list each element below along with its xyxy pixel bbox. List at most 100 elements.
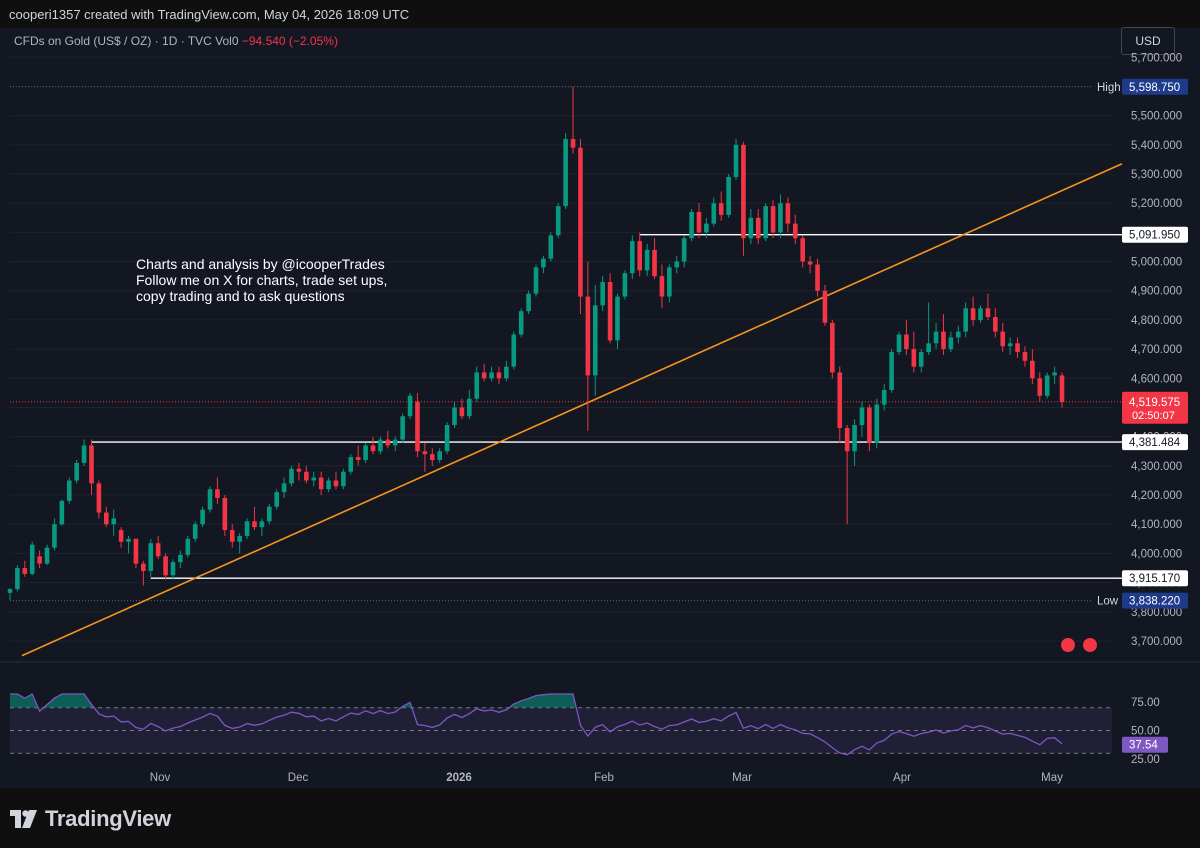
candle [830, 319, 835, 379]
candle [459, 398, 465, 420]
candle [311, 471, 317, 487]
candle-body [963, 308, 968, 332]
candle [407, 392, 413, 420]
candle-body [259, 521, 265, 528]
header-credit: cooperi1357 created with TradingView.com… [9, 7, 410, 22]
candle-body [822, 290, 828, 323]
candle-body [326, 480, 331, 490]
candle-body [926, 343, 931, 353]
candle-body [163, 556, 168, 576]
candle-body [52, 524, 57, 548]
x-tick-label: 2026 [446, 772, 472, 784]
candle [422, 442, 428, 472]
candle-body [837, 372, 843, 428]
candle-body [96, 483, 102, 513]
candle-body [874, 404, 880, 443]
candle-body [622, 273, 628, 297]
candle [689, 209, 694, 242]
candle-body [652, 249, 657, 277]
candle [148, 538, 154, 577]
currency-button[interactable]: USD [1121, 27, 1175, 55]
rsi-last-value: 37.54 [1129, 740, 1158, 752]
candle-body [467, 398, 472, 417]
candle-body [970, 308, 976, 320]
candle-body [985, 308, 991, 318]
rsi-band [10, 707, 1112, 754]
candle [178, 550, 183, 569]
candle-body [133, 538, 139, 564]
candle [281, 477, 287, 498]
candle-body [504, 366, 509, 379]
candle-body [155, 543, 161, 557]
candle [918, 349, 924, 373]
candle [474, 366, 480, 402]
candle-body [392, 439, 398, 446]
candle-body [311, 477, 317, 481]
event-flag-icon[interactable] [1059, 636, 1077, 654]
candle [578, 138, 583, 315]
candle-body [274, 492, 280, 507]
candle-body [578, 147, 583, 297]
candle-body [815, 264, 820, 291]
candle [911, 331, 917, 373]
price-chart[interactable]: 3,700.0003,800.0003,900.0004,000.0004,10… [0, 0, 1200, 788]
candle-body [689, 211, 694, 239]
candle-body [459, 407, 465, 417]
candle [1007, 337, 1013, 355]
candle [429, 448, 435, 466]
candle [252, 506, 257, 531]
candle-body [637, 241, 643, 271]
y-tick-label: 5,500.000 [1131, 111, 1182, 123]
candle [15, 565, 20, 592]
candle [296, 462, 302, 481]
candle [696, 203, 702, 239]
candle [1015, 337, 1020, 358]
candle [392, 436, 398, 452]
y-tick-label: 5,000.000 [1131, 257, 1182, 269]
candle [355, 445, 361, 466]
candle-body [867, 407, 872, 443]
candle-body [104, 512, 109, 525]
tradingview-brand: TradingView [45, 806, 171, 831]
candle-body [415, 401, 420, 452]
candle [852, 419, 857, 466]
event-flag-icon[interactable] [1081, 636, 1099, 654]
candle-body [481, 372, 487, 379]
candle-body [363, 445, 368, 461]
candle [348, 454, 354, 475]
candle-body [355, 457, 361, 461]
candle-body [733, 144, 739, 177]
vol-value: 0 [231, 34, 239, 48]
symbol-legend[interactable]: CFDs on Gold (US$ / OZ) · 1D · TVC Vol0 … [14, 34, 338, 48]
candle [155, 535, 161, 560]
candle [785, 197, 791, 233]
header-bar [0, 0, 1200, 28]
candle-body [422, 451, 428, 455]
candle-body [1022, 352, 1028, 361]
candle [926, 302, 931, 355]
price-axis: 3,700.0003,800.0003,900.0004,000.0004,10… [1131, 52, 1182, 648]
candle [104, 506, 109, 528]
candle-body [1000, 331, 1006, 347]
candle [229, 524, 235, 548]
candle [607, 273, 613, 344]
candle [207, 486, 213, 513]
price-axis-label: Low 3,838.220 [1092, 592, 1188, 609]
candle [592, 284, 598, 396]
candle [778, 194, 783, 239]
candle-body [718, 203, 724, 215]
trendline [21, 163, 1123, 657]
footer-bar [0, 788, 1200, 848]
y-tick-label: 4,600.000 [1131, 373, 1182, 385]
candle [533, 264, 539, 297]
y-tick-label: 4,700.000 [1131, 344, 1182, 356]
candle [66, 477, 72, 504]
candle [89, 439, 94, 496]
candle-body [548, 235, 554, 259]
candle [7, 588, 13, 601]
candle-body [763, 206, 768, 239]
candle-body [59, 500, 65, 525]
candle [318, 471, 324, 496]
candle-body [518, 311, 524, 335]
